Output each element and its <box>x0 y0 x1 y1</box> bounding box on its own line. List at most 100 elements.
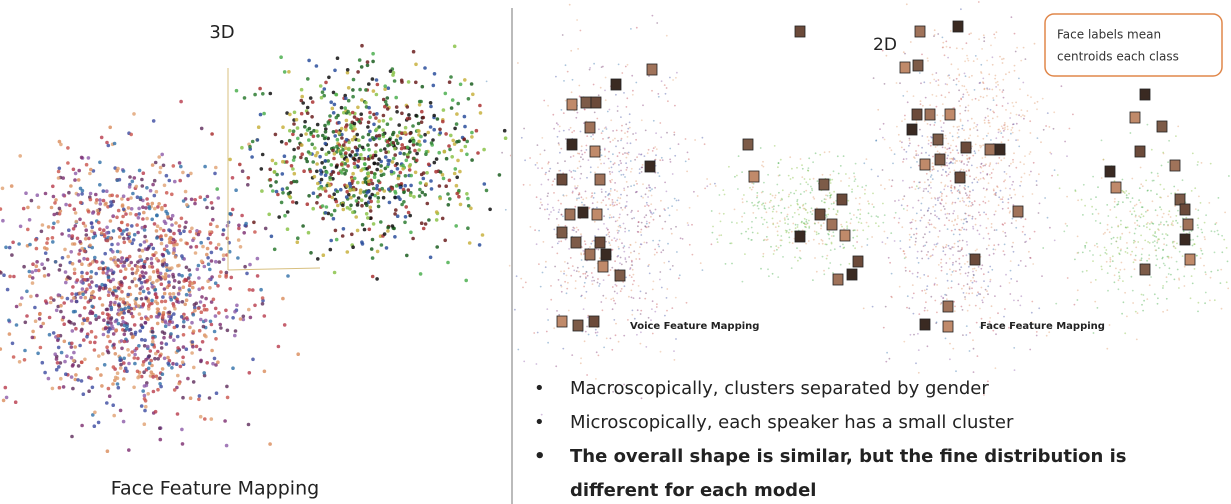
scatter-dot <box>306 202 310 206</box>
scatter-dot <box>659 271 661 273</box>
scatter-dot <box>439 170 443 174</box>
scatter-dot <box>286 210 290 214</box>
scatter-dot <box>126 293 130 297</box>
scatter-dot <box>995 367 997 369</box>
scatter-dot <box>1174 279 1176 281</box>
scatter-dot <box>640 231 642 233</box>
scatter-dot <box>430 141 434 145</box>
scatter-dot <box>950 145 952 147</box>
scatter-dot <box>925 226 927 228</box>
scatter-dot <box>772 206 774 208</box>
scatter-dot <box>913 234 915 236</box>
scatter-dot <box>574 170 576 172</box>
scatter-dot <box>349 204 353 208</box>
scatter-dot <box>358 88 362 92</box>
scatter-dot <box>400 203 404 207</box>
scatter-dot <box>1160 223 1162 225</box>
scatter-dot <box>125 327 129 331</box>
scatter-dot <box>179 165 183 169</box>
scatter-dot <box>172 238 176 242</box>
scatter-dot <box>580 357 582 359</box>
scatter-dot <box>591 272 593 274</box>
scatter-dot <box>235 89 239 93</box>
scatter-dot <box>980 178 982 180</box>
scatter-dot <box>115 216 119 220</box>
scatter-dot <box>563 130 565 132</box>
scatter-dot <box>371 182 375 186</box>
scatter-dot <box>77 364 81 368</box>
scatter-dot <box>307 194 311 198</box>
scatter-dot <box>792 223 794 225</box>
scatter-dot <box>360 44 364 48</box>
scatter-dot <box>197 233 201 237</box>
scatter-dot <box>176 412 180 416</box>
scatter-dot <box>389 117 393 121</box>
scatter-dot <box>1053 128 1055 130</box>
scatter-dot <box>120 339 124 343</box>
scatter-dot <box>371 238 375 242</box>
scatter-dot <box>913 293 915 295</box>
scatter-dot <box>1171 257 1173 259</box>
scatter-dot <box>791 267 793 269</box>
scatter-dot <box>316 257 320 261</box>
scatter-dot <box>435 157 439 161</box>
scatter-dot <box>901 226 903 228</box>
scatter-dot <box>62 316 66 320</box>
scatter-dot <box>1012 218 1014 220</box>
scatter-dot <box>439 131 443 135</box>
scatter-dot <box>2 273 6 277</box>
scatter-dot <box>342 168 346 172</box>
scatter-dot <box>693 191 695 193</box>
scatter-dot <box>561 286 563 288</box>
scatter-dot <box>577 153 579 155</box>
scatter-dot <box>93 424 97 428</box>
scatter-dot <box>19 303 23 307</box>
scatter-dot <box>716 238 718 240</box>
scatter-dot <box>274 180 278 184</box>
scatter-dot <box>805 181 807 183</box>
scatter-dot <box>394 96 398 100</box>
scatter-dot <box>376 200 380 204</box>
scatter-dot <box>989 238 991 240</box>
scatter-dot <box>998 196 1000 198</box>
scatter-dot <box>593 197 595 199</box>
scatter-dot <box>1066 155 1068 157</box>
scatter-dot <box>941 199 943 201</box>
scatter-dot <box>475 129 479 133</box>
scatter-dot <box>135 347 139 351</box>
scatter-dot <box>404 174 408 178</box>
scatter-dot <box>1175 247 1177 249</box>
scatter-dot <box>376 83 380 87</box>
scatter-dot <box>626 169 628 171</box>
scatter-dot <box>124 212 128 216</box>
scatter-dot <box>344 97 348 101</box>
scatter-dot <box>141 205 145 209</box>
scatter-dot <box>1155 264 1157 266</box>
scatter-dot <box>71 329 75 333</box>
scatter-dot <box>330 213 334 217</box>
scatter-dot <box>451 139 455 143</box>
scatter-dot <box>321 90 325 94</box>
scatter-dot <box>580 362 582 364</box>
scatter-dot <box>972 271 974 273</box>
scatter-dot <box>652 240 654 242</box>
scatter-dot <box>151 202 155 206</box>
scatter-dot <box>195 345 199 349</box>
scatter-dot <box>655 132 657 134</box>
scatter-dot <box>161 316 165 320</box>
scatter-dot <box>1151 172 1153 174</box>
scatter-dot <box>143 235 147 239</box>
scatter-dot <box>91 386 95 390</box>
scatter-dot <box>678 277 680 279</box>
scatter-dot <box>934 34 936 36</box>
scatter-dot <box>1107 224 1109 226</box>
scatter-dot <box>822 174 824 176</box>
scatter-dot <box>859 197 861 199</box>
scatter-dot <box>648 317 650 319</box>
scatter-dot <box>751 202 753 204</box>
scatter-dot <box>1037 137 1039 139</box>
scatter-dot <box>400 131 404 135</box>
scatter-dot <box>865 185 867 187</box>
scatter-dot <box>840 165 842 167</box>
scatter-dot <box>989 254 991 256</box>
